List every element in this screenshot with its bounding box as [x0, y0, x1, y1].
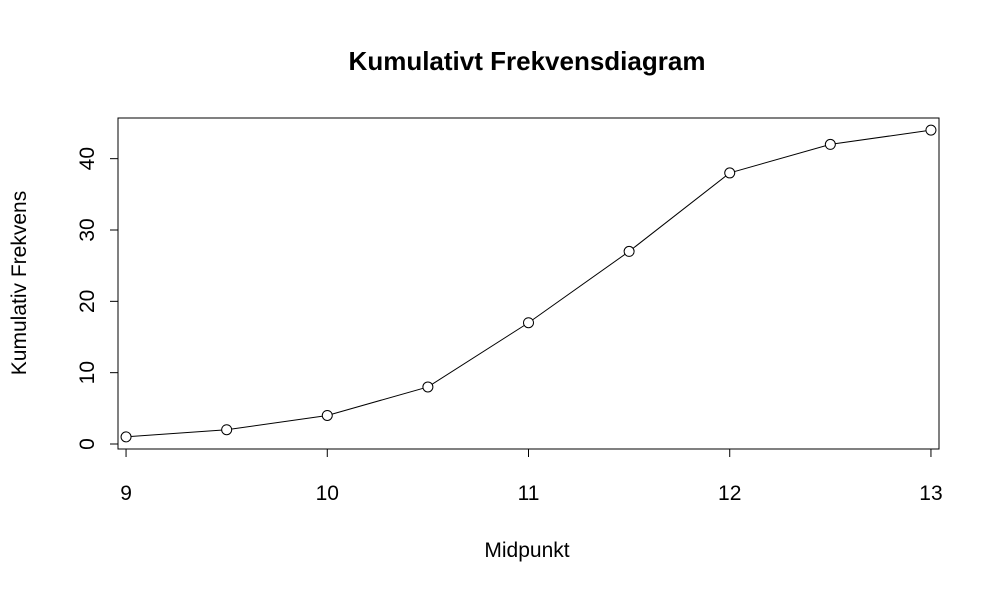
y-tick-label: 10: [76, 361, 99, 384]
data-point: [120, 431, 132, 443]
data-point: [623, 245, 635, 257]
y-axis: 0 10 20 30 40: [76, 147, 119, 450]
data-point: [422, 381, 434, 393]
y-axis-label: Kumulativ Frekvens: [8, 191, 31, 375]
data-points: [120, 124, 937, 443]
y-tick-label: 0: [76, 438, 99, 450]
y-tick-label: 30: [76, 218, 99, 241]
x-tick-label: 10: [316, 482, 339, 505]
x-axis: 9 10 11 12 13: [120, 448, 943, 505]
x-axis-label: Midpunkt: [484, 539, 569, 562]
x-tick-label: 12: [718, 482, 741, 505]
x-tick-label: 11: [518, 482, 540, 505]
chart-title: Kumulativt Frekvensdiagram: [349, 46, 706, 76]
y-tick-label: 20: [76, 290, 99, 313]
data-point: [221, 424, 233, 436]
series-line: [126, 129, 932, 438]
data-point: [824, 138, 836, 150]
data-point: [724, 167, 736, 179]
data-point: [523, 317, 534, 329]
x-tick-label: 9: [120, 482, 132, 505]
plot-frame: [117, 117, 940, 450]
x-tick-label: 13: [919, 482, 942, 505]
data-point: [321, 409, 333, 421]
data-point: [925, 124, 937, 136]
y-tick-label: 40: [76, 147, 99, 170]
